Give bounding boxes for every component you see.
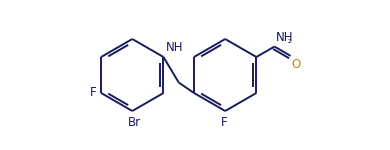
Text: F: F: [90, 87, 97, 99]
Text: O: O: [292, 58, 301, 71]
Text: F: F: [221, 116, 227, 129]
Text: NH: NH: [166, 40, 184, 54]
Text: NH: NH: [276, 31, 294, 44]
Text: Br: Br: [128, 116, 141, 129]
Text: ₂: ₂: [287, 35, 291, 45]
